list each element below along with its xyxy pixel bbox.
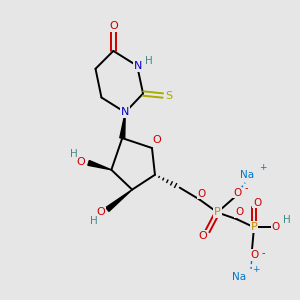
Text: O: O	[198, 231, 207, 241]
Text: O: O	[272, 222, 280, 232]
Text: O: O	[253, 197, 261, 208]
Text: O: O	[153, 135, 161, 145]
Text: O: O	[77, 157, 85, 167]
Text: +: +	[259, 163, 266, 172]
Text: +: +	[252, 265, 260, 274]
Text: N: N	[134, 61, 142, 71]
Polygon shape	[120, 112, 125, 138]
Text: N: N	[121, 107, 129, 117]
Polygon shape	[106, 190, 132, 211]
Polygon shape	[88, 160, 111, 170]
Text: S: S	[165, 91, 172, 100]
Text: H: H	[145, 56, 153, 66]
Text: O: O	[233, 188, 241, 198]
Text: O: O	[235, 207, 243, 218]
Text: -: -	[244, 183, 248, 193]
Text: O: O	[109, 21, 118, 31]
Text: O: O	[250, 250, 258, 260]
Text: P: P	[251, 222, 257, 232]
Text: Na: Na	[240, 170, 254, 180]
Text: P: P	[214, 207, 221, 218]
Text: H: H	[70, 149, 78, 159]
Text: -: -	[262, 248, 266, 258]
Text: H: H	[283, 215, 290, 225]
Text: Na: Na	[232, 272, 246, 282]
Text: O: O	[97, 207, 105, 218]
Text: H: H	[90, 216, 98, 226]
Text: O: O	[197, 189, 206, 199]
